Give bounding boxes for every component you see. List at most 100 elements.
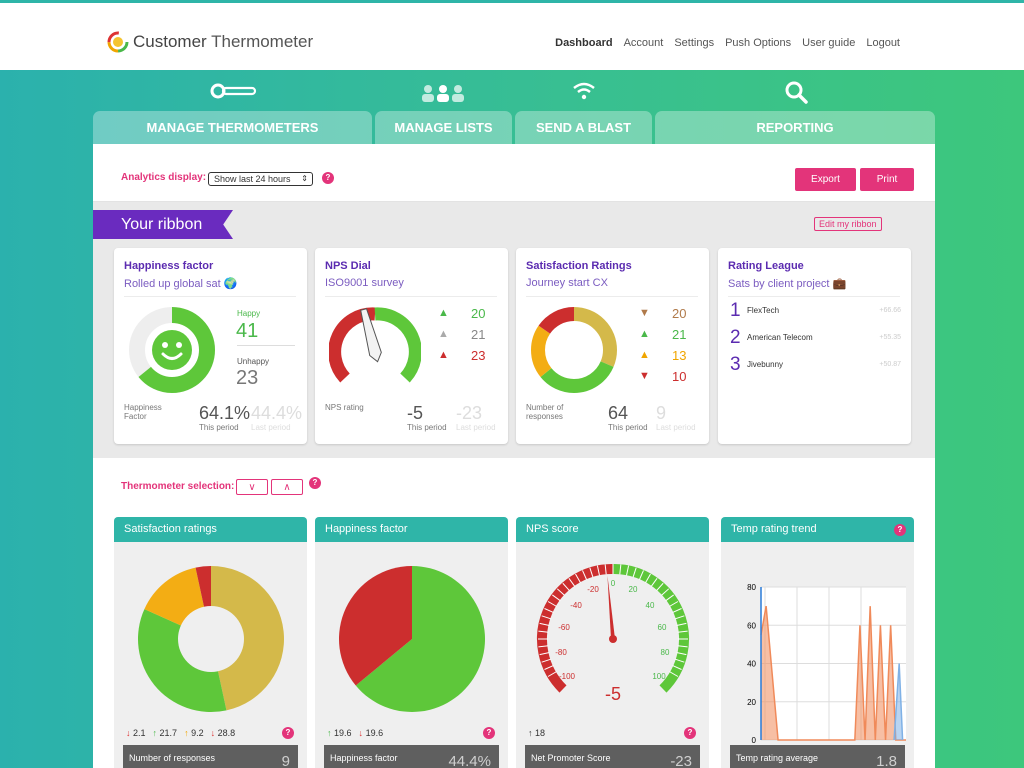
stat: ↓ 28.8 — [210, 728, 236, 738]
chevron-up-button[interactable]: ∧ — [271, 479, 303, 495]
gauge-tick — [538, 630, 549, 633]
gauge-tick — [568, 578, 576, 587]
gauge-tick-label: 100 — [652, 672, 666, 681]
y-tick-label: 0 — [752, 736, 757, 745]
happy-label: Happy — [237, 309, 261, 318]
thermometer-help-icon[interactable]: ? — [309, 477, 321, 489]
tab-manage-lists[interactable]: MANAGE LISTS — [375, 111, 512, 144]
stat: ↑ 18 — [528, 728, 546, 738]
tab-send-a-blast[interactable]: SEND A BLAST — [515, 111, 652, 144]
briefcase-icon: 💼 — [832, 278, 847, 290]
gauge-tick — [677, 630, 688, 633]
stat: ↑ 19.6 — [327, 728, 352, 738]
analytics-display-label: Analytics display: — [121, 172, 207, 183]
satisfaction-donut — [531, 307, 617, 393]
help-icon[interactable]: ? — [684, 727, 696, 739]
analytics-help-icon[interactable]: ? — [322, 172, 334, 184]
nav-dashboard[interactable]: Dashboard — [555, 37, 613, 49]
donut-hole — [178, 606, 244, 672]
print-button[interactable]: Print — [860, 168, 914, 191]
nav-account[interactable]: Account — [623, 37, 664, 49]
gauge-tick — [645, 573, 651, 583]
gauge-value: -5 — [605, 684, 621, 704]
nps-score-panel: NPS score -100 -80 -60 -40 -20 0 20 40 6… — [516, 517, 709, 768]
card-subtitle: Sats by client project 💼 — [728, 278, 847, 290]
gauge-tick — [660, 588, 670, 596]
search-icon — [785, 81, 808, 104]
promoters-count: 20 — [471, 306, 486, 321]
tab-manage-thermometers[interactable]: MANAGE THERMOMETERS — [93, 111, 372, 144]
gauge-tick — [619, 564, 622, 575]
gauge-tick — [674, 658, 685, 663]
nav-user-guide[interactable]: User guide — [802, 37, 856, 49]
chevron-down-button[interactable]: ∨ — [236, 479, 268, 495]
nav-push-options[interactable]: Push Options — [725, 37, 792, 49]
gauge-tick — [539, 622, 550, 626]
main-tabs: MANAGE THERMOMETERS MANAGE LISTS SEND A … — [93, 111, 935, 144]
rating-up-icon: ▲ — [639, 328, 650, 340]
gauge-tick — [674, 615, 685, 620]
globe-icon: 🌍 — [223, 278, 238, 290]
nav-logout[interactable]: Logout — [866, 37, 900, 49]
gauge-needle — [607, 575, 615, 640]
select-arrows-icon: ⇕ — [301, 174, 308, 183]
happiness-card: Happiness factor Rolled up global sat 🌍 … — [114, 248, 307, 444]
this-period-label: This period — [199, 423, 239, 432]
analytics-display-selected: Show last 24 hours — [214, 174, 291, 184]
analytics-display-select[interactable]: Show last 24 hours ⇕ — [208, 172, 313, 186]
panel-title: Happiness factor — [315, 517, 508, 542]
detractors-count: 23 — [471, 348, 486, 363]
temp-trend-chart: 02040608017:5723:5705:5711:57 — [747, 583, 906, 747]
metric-label: NPS rating — [325, 403, 364, 412]
users-icon — [422, 85, 464, 102]
gauge-tick-label: -60 — [558, 623, 570, 632]
arrow-up-icon: ↑ — [152, 728, 158, 738]
last-period-value: -23 — [456, 403, 483, 423]
panel-footer: Number of responses 9 — [123, 745, 298, 768]
rating-count: 20 — [672, 306, 687, 321]
gauge-tick — [547, 601, 557, 607]
gauge-tick-label: 40 — [646, 601, 655, 610]
this-period-value: 64.1% — [199, 403, 251, 423]
gauge-tick-label: -40 — [570, 601, 582, 610]
y-tick-label: 80 — [747, 583, 756, 592]
this-period-label: This period — [608, 423, 648, 432]
tab-reporting[interactable]: REPORTING — [655, 111, 935, 144]
arrow-down-icon: ↓ — [358, 728, 364, 738]
gauge-tick — [589, 567, 594, 578]
rating-count: 10 — [672, 369, 687, 384]
divider — [237, 345, 295, 346]
happiness-pie-chart — [339, 566, 485, 712]
help-icon[interactable]: ? — [894, 524, 906, 536]
satisfaction-card: Satisfaction Ratings Journey start CX ▼ … — [516, 248, 709, 444]
series-line — [760, 605, 906, 741]
league-item: 2 American Telecom +55.35 — [728, 327, 903, 354]
top-bar — [0, 0, 1024, 70]
thermometer-icon — [210, 83, 257, 99]
detractors-up-icon: ▲ — [438, 349, 449, 361]
rating-count: 13 — [672, 348, 687, 363]
rating-up-icon: ▲ — [639, 349, 650, 361]
card-title: Satisfaction Ratings — [526, 260, 632, 272]
export-button[interactable]: Export — [795, 168, 856, 191]
help-icon[interactable]: ? — [282, 727, 294, 739]
chevron-up-icon: ∧ — [283, 481, 291, 493]
last-period-label: Last period — [656, 423, 696, 432]
nav-settings[interactable]: Settings — [674, 37, 715, 49]
logo[interactable]: Customer Thermometer — [107, 31, 313, 53]
gauge-tick — [541, 615, 552, 620]
last-period-value: 9 — [656, 403, 667, 423]
this-period-label: This period — [407, 423, 447, 432]
y-tick-label: 60 — [747, 621, 756, 630]
card-subtitle: Journey start CX — [526, 277, 608, 289]
gauge-tick — [547, 671, 557, 677]
edit-ribbon-button[interactable]: Edit my ribbon — [814, 217, 882, 231]
last-period-label: Last period — [251, 423, 291, 432]
card-title: NPS Dial — [325, 260, 371, 272]
help-icon[interactable]: ? — [483, 727, 495, 739]
nps-dial — [329, 307, 421, 383]
gauge-tick-label: -20 — [587, 585, 599, 594]
last-period-value: 44.4% — [251, 403, 303, 423]
league-score: +50.87 — [879, 361, 901, 368]
this-period-value: 64 — [608, 403, 629, 423]
